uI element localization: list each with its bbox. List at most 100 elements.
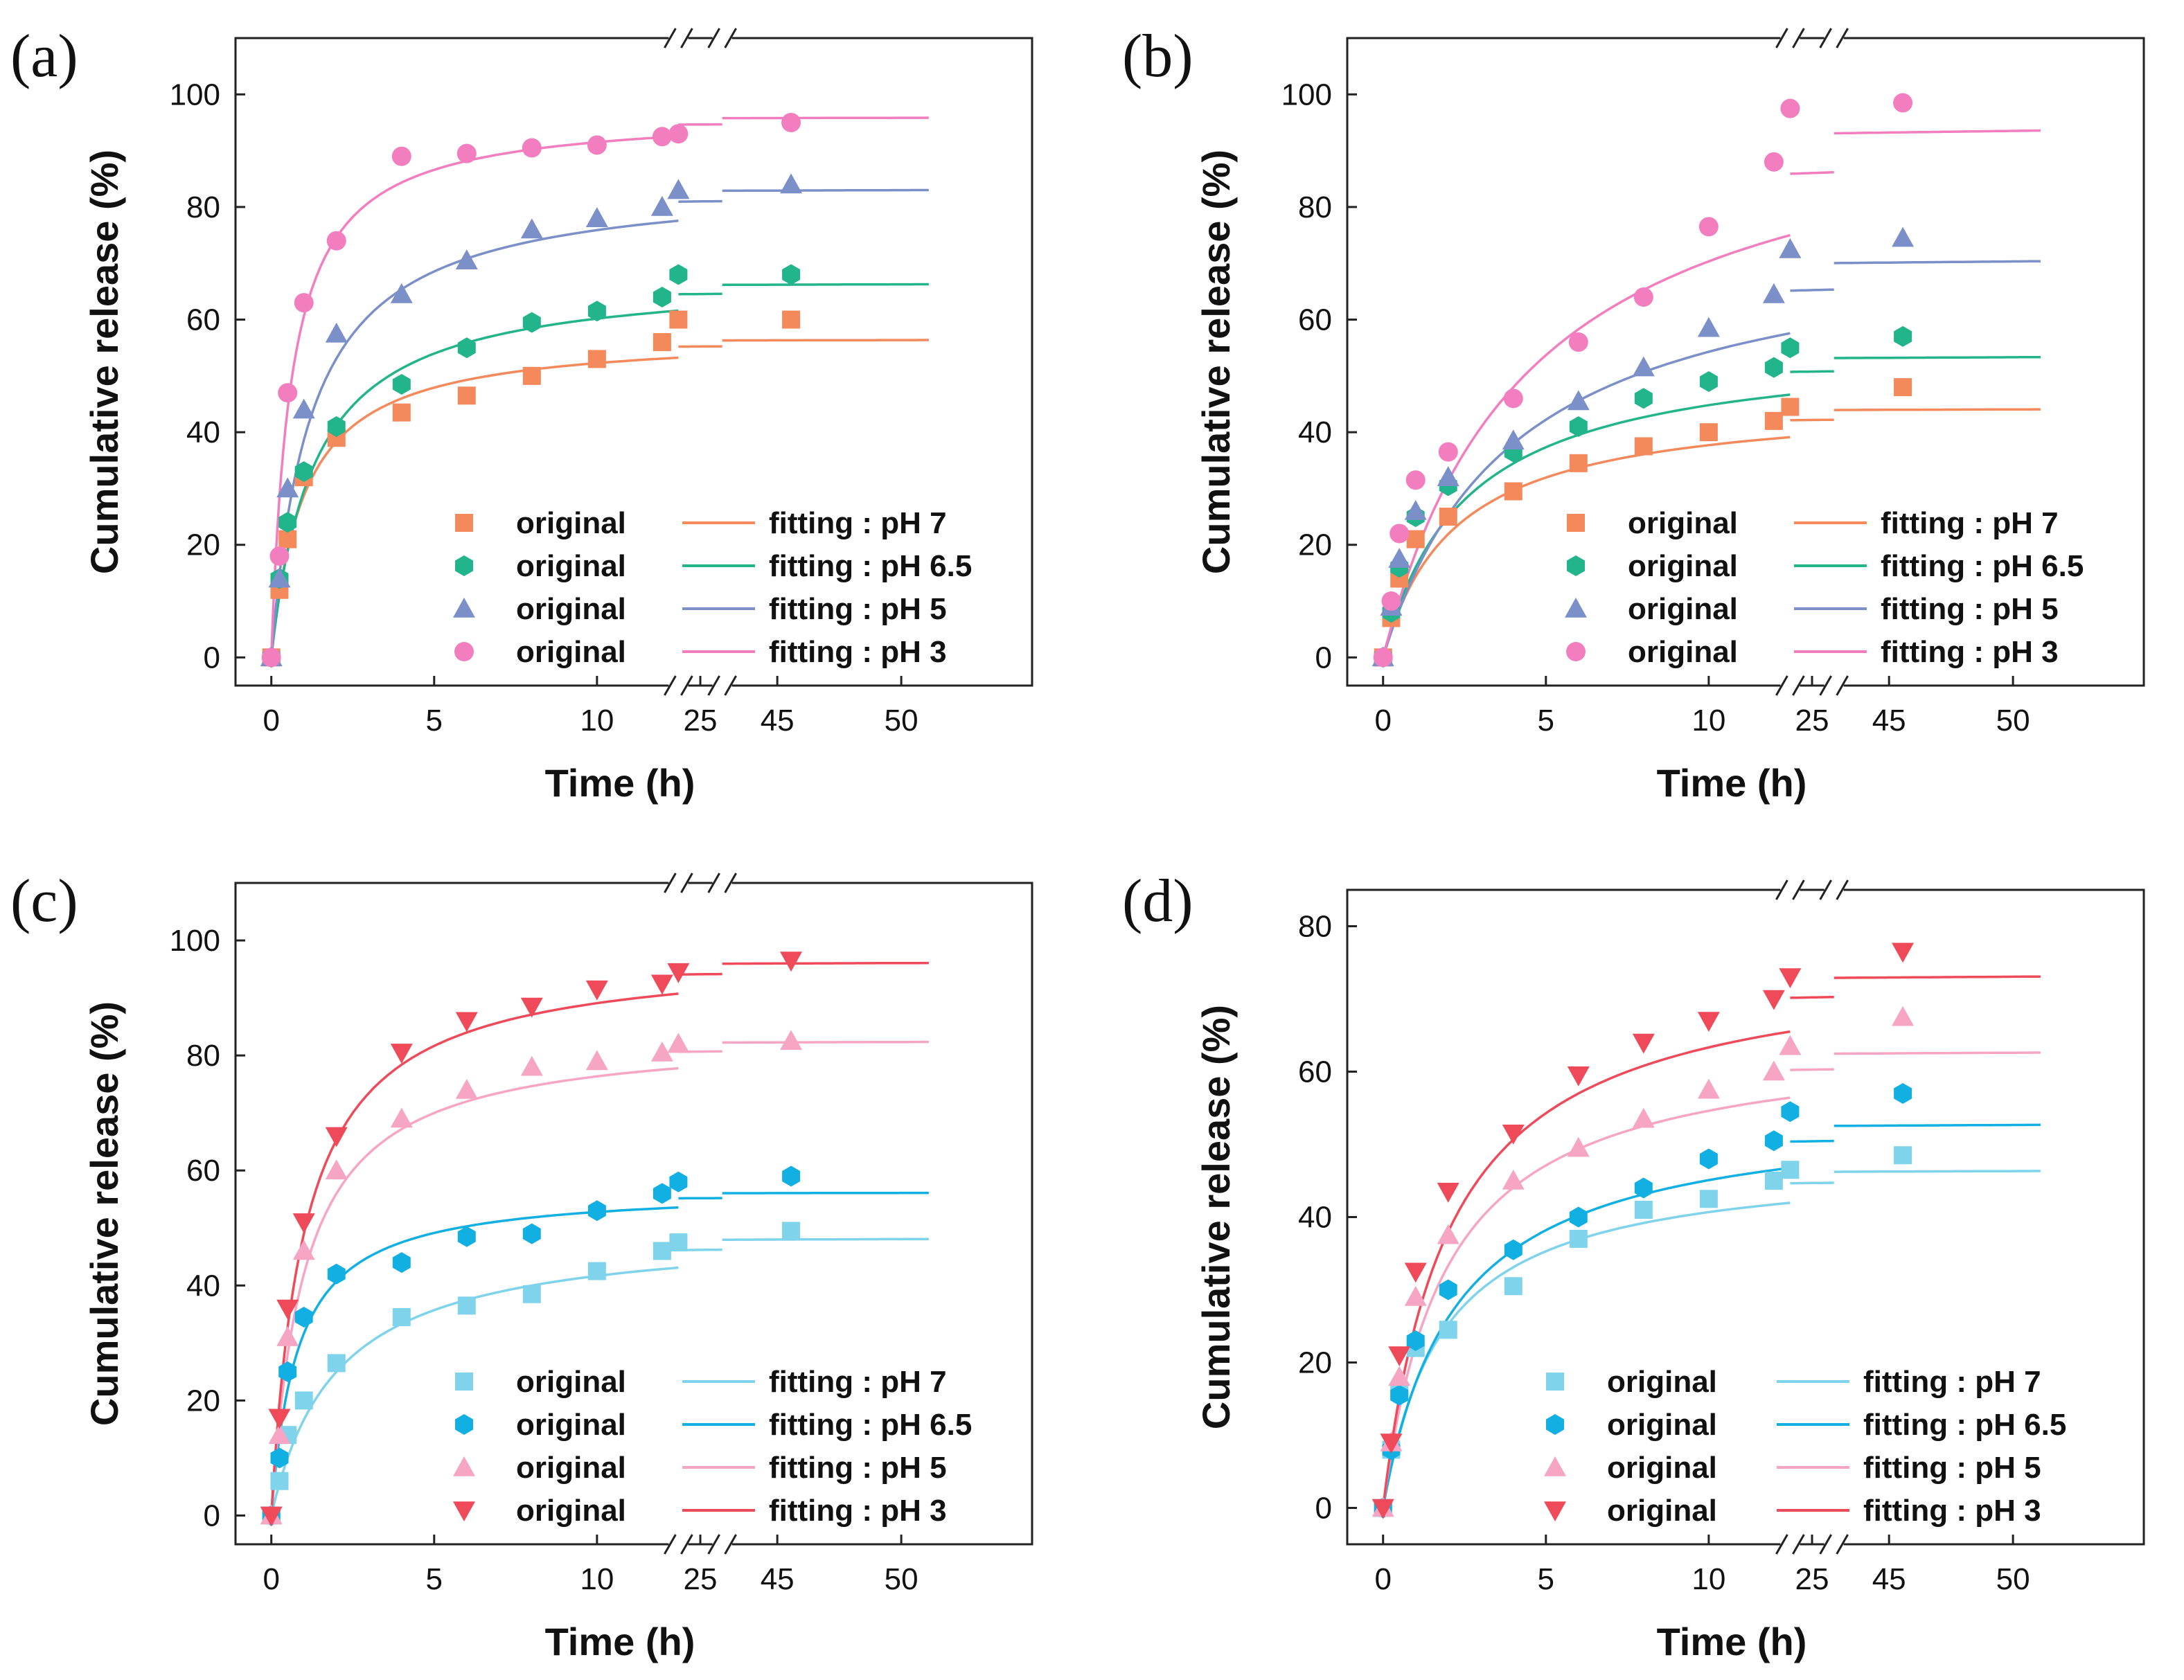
axis-break-mark: [1836, 28, 1849, 48]
fit-curve-series-1: [722, 1191, 929, 1195]
x-axis-title: Time (h): [1657, 761, 1807, 805]
data-point-series-1: [522, 312, 541, 333]
x-tick-label: 5: [426, 1562, 443, 1596]
data-point-series-0: [1406, 530, 1425, 548]
legend-marker: [455, 555, 473, 576]
fit-curve-series-0: [722, 339, 929, 342]
fit-curve-series-3: [1790, 170, 1834, 175]
legend-marker: [455, 1414, 473, 1435]
axis-break-gap: [1824, 886, 1844, 894]
data-point-series-0: [522, 366, 541, 385]
x-tick-label: 45: [1872, 704, 1906, 738]
axis-break-mark: [664, 873, 677, 893]
data-point-series-2: [1762, 1060, 1785, 1081]
legend-fit-label: fitting : pH 7: [1863, 1365, 2041, 1399]
fit-curve-series-2: [722, 1040, 929, 1044]
legend-marker: [1566, 642, 1586, 661]
data-point-series-2: [1567, 390, 1590, 411]
data-point-series-1: [587, 1200, 606, 1222]
data-point-series-3: [1388, 1346, 1411, 1366]
chart-panel-b: (b) 0 20 40 60 80 100 0 5 10 25 45 50 Time (h) Cumulat…: [1122, 23, 2145, 805]
data-point-series-1: [1569, 1206, 1588, 1228]
x-axis-title: Time (h): [545, 761, 695, 805]
axis-break-mark: [707, 675, 720, 696]
legend-fit-label: fitting : pH 7: [1881, 506, 2059, 540]
data-point-series-2: [1502, 1170, 1525, 1190]
fit-curve-series-3: [1834, 129, 2041, 135]
legend-original-label: original: [1607, 1494, 1717, 1528]
data-point-series-2: [268, 1424, 291, 1445]
fit-curve-series-3: [1382, 233, 1791, 659]
data-point-series-2: [1502, 429, 1525, 450]
data-point-series-3: [781, 112, 801, 132]
legend-original-label: original: [516, 1365, 626, 1399]
legend-original-label: original: [1607, 1365, 1717, 1399]
legend-fit-label: fitting : pH 7: [769, 506, 947, 540]
data-point-series-3: [1381, 591, 1401, 611]
y-tick-label: 20: [186, 528, 220, 562]
data-point-series-2: [1567, 1136, 1590, 1157]
legend-marker: [455, 1373, 473, 1391]
axis-break-gap: [668, 879, 689, 887]
x-tick-label: 25: [1795, 704, 1829, 738]
data-point-series-0: [1569, 1230, 1588, 1248]
data-point-series-0: [782, 1222, 801, 1240]
data-point-series-1: [522, 1223, 541, 1244]
data-point-series-3: [325, 1127, 348, 1147]
data-point-series-1: [457, 337, 476, 359]
data-point-series-0: [327, 1354, 346, 1373]
y-tick-label: 20: [1298, 1346, 1332, 1380]
data-point-series-1: [1894, 325, 1912, 347]
data-point-series-1: [669, 1171, 688, 1192]
fit-curve-series-1: [1382, 1166, 1791, 1508]
chart-panel-d: (d) 0 20 40 60 80 0 5 10 25 45 50 Time (h) Cumulative…: [1122, 868, 2145, 1663]
data-point-series-2: [1697, 316, 1720, 337]
y-axis-title: Cumulative release (%): [82, 1001, 126, 1426]
data-point-series-3: [269, 546, 290, 566]
data-point-series-3: [455, 1012, 478, 1033]
data-point-series-1: [278, 1361, 297, 1382]
fit-curve-series-3: [1834, 975, 2041, 979]
fit-curve-series-0: [722, 1237, 929, 1241]
data-point-series-2: [455, 1078, 478, 1099]
data-point-series-3: [1780, 98, 1800, 118]
legend-original-label: original: [516, 549, 626, 583]
data-point-series-0: [1504, 1277, 1522, 1296]
legend-original-label: original: [516, 506, 626, 540]
y-tick-label: 80: [1298, 190, 1332, 224]
fit-curve-series-2: [1834, 1051, 2041, 1055]
data-point-series-1: [782, 1165, 801, 1187]
data-point-series-0: [1504, 482, 1522, 501]
fit-curve-series-2: [722, 188, 929, 193]
legend-fit-label: fitting : pH 7: [769, 1365, 947, 1399]
data-point-series-1: [278, 512, 297, 533]
axis-break-mark: [1775, 28, 1788, 48]
plot-frame: [1346, 888, 2145, 1546]
legend-original-label: original: [516, 635, 626, 669]
fit-curve-series-3: [722, 961, 929, 965]
data-point-series-3: [1371, 1499, 1394, 1519]
y-axis-title: Cumulative release (%): [82, 150, 126, 574]
fit-curve-series-3: [678, 972, 722, 976]
data-point-series-1: [1634, 1177, 1653, 1199]
y-tick-label: 60: [1298, 303, 1332, 337]
data-point-series-0: [392, 1307, 411, 1326]
data-point-series-2: [276, 1326, 299, 1346]
data-point-series-3: [1380, 1433, 1403, 1454]
axis-break-mark: [724, 675, 737, 696]
data-point-series-1: [669, 264, 688, 285]
data-point-series-3: [294, 293, 314, 313]
data-point-series-1: [652, 287, 671, 307]
legend-marker: [1544, 1501, 1566, 1521]
legend-original-label: original: [1628, 549, 1738, 583]
data-point-series-1: [1894, 1083, 1912, 1104]
data-point-series-2: [585, 207, 608, 227]
data-point-series-0: [1764, 411, 1783, 430]
axis-break-gap: [1780, 34, 1800, 42]
x-tick-label: 50: [1996, 1562, 2030, 1596]
data-point-series-3: [522, 138, 542, 158]
y-tick-label: 100: [1281, 78, 1332, 111]
y-tick-label: 100: [170, 78, 220, 111]
data-point-series-1: [1406, 1330, 1425, 1351]
